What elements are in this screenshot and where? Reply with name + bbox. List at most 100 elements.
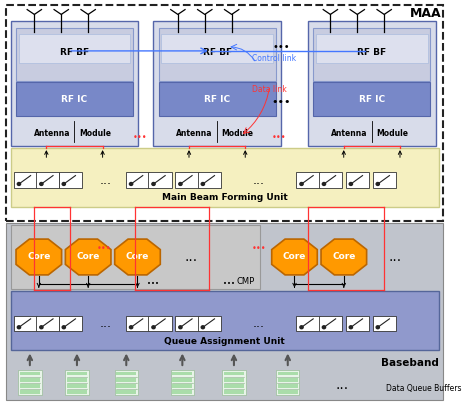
Text: •••: ••• <box>272 133 286 143</box>
FancyBboxPatch shape <box>278 390 298 394</box>
FancyBboxPatch shape <box>16 28 133 81</box>
Text: Data link: Data link <box>252 85 287 94</box>
FancyBboxPatch shape <box>126 316 149 331</box>
FancyBboxPatch shape <box>198 173 221 188</box>
FancyBboxPatch shape <box>117 378 136 382</box>
Text: Module: Module <box>79 129 111 138</box>
Circle shape <box>349 326 353 329</box>
FancyBboxPatch shape <box>313 82 430 116</box>
FancyBboxPatch shape <box>16 82 133 116</box>
FancyBboxPatch shape <box>296 173 319 188</box>
FancyBboxPatch shape <box>10 21 138 146</box>
Text: Core: Core <box>27 252 51 262</box>
FancyBboxPatch shape <box>224 378 244 382</box>
Circle shape <box>129 183 133 185</box>
Text: RF IC: RF IC <box>62 95 88 104</box>
FancyBboxPatch shape <box>153 21 281 146</box>
Text: RF BF: RF BF <box>60 47 89 57</box>
FancyBboxPatch shape <box>346 173 369 188</box>
FancyBboxPatch shape <box>316 34 428 62</box>
FancyBboxPatch shape <box>319 316 342 331</box>
FancyBboxPatch shape <box>36 173 59 188</box>
Text: MAA: MAA <box>410 7 441 20</box>
Circle shape <box>62 183 65 185</box>
FancyBboxPatch shape <box>276 371 300 395</box>
Circle shape <box>18 183 20 185</box>
Circle shape <box>322 183 326 185</box>
Text: •••: ••• <box>223 281 236 287</box>
Text: •••: ••• <box>271 97 291 107</box>
Text: ...: ... <box>185 250 198 264</box>
Text: ...: ... <box>335 378 348 392</box>
FancyBboxPatch shape <box>67 378 87 382</box>
FancyBboxPatch shape <box>198 316 221 331</box>
Circle shape <box>129 326 133 329</box>
FancyBboxPatch shape <box>6 5 443 221</box>
FancyBboxPatch shape <box>224 372 244 375</box>
Polygon shape <box>16 239 62 275</box>
Text: Core: Core <box>283 252 306 262</box>
Circle shape <box>62 326 65 329</box>
FancyBboxPatch shape <box>148 173 172 188</box>
Circle shape <box>300 326 303 329</box>
FancyBboxPatch shape <box>175 173 199 188</box>
FancyBboxPatch shape <box>10 291 439 350</box>
Circle shape <box>40 326 43 329</box>
Text: ...: ... <box>253 317 264 330</box>
Text: ...: ... <box>100 317 112 330</box>
Text: Queue Assignment Unit: Queue Assignment Unit <box>164 337 285 346</box>
Polygon shape <box>272 239 317 275</box>
FancyBboxPatch shape <box>117 372 136 375</box>
FancyBboxPatch shape <box>20 384 40 388</box>
FancyBboxPatch shape <box>14 173 37 188</box>
Text: RF IC: RF IC <box>359 95 385 104</box>
Polygon shape <box>115 239 160 275</box>
FancyBboxPatch shape <box>117 390 136 394</box>
FancyBboxPatch shape <box>14 316 37 331</box>
Text: •••: ••• <box>147 281 159 287</box>
FancyBboxPatch shape <box>319 173 342 188</box>
Text: Module: Module <box>376 129 408 138</box>
Polygon shape <box>321 239 366 275</box>
FancyBboxPatch shape <box>278 384 298 388</box>
FancyBboxPatch shape <box>161 34 273 62</box>
Text: •••: ••• <box>132 133 147 143</box>
Circle shape <box>376 326 379 329</box>
Circle shape <box>40 183 43 185</box>
FancyBboxPatch shape <box>173 384 192 388</box>
FancyBboxPatch shape <box>18 34 130 62</box>
Text: Data Queue Buffers: Data Queue Buffers <box>386 384 462 393</box>
Text: Control link: Control link <box>252 54 296 63</box>
FancyBboxPatch shape <box>126 173 149 188</box>
Text: Core: Core <box>332 252 356 262</box>
Text: Baseband: Baseband <box>381 358 439 368</box>
Text: RF IC: RF IC <box>204 95 230 104</box>
FancyBboxPatch shape <box>10 148 439 207</box>
Circle shape <box>18 326 20 329</box>
Text: CMP: CMP <box>237 277 255 286</box>
FancyBboxPatch shape <box>159 82 276 116</box>
FancyBboxPatch shape <box>18 371 42 395</box>
Circle shape <box>322 326 326 329</box>
Circle shape <box>201 183 204 185</box>
Text: RF BF: RF BF <box>357 47 386 57</box>
Text: ...: ... <box>253 174 264 187</box>
FancyBboxPatch shape <box>313 28 430 81</box>
FancyBboxPatch shape <box>59 316 82 331</box>
Text: Antenna: Antenna <box>176 129 213 138</box>
Circle shape <box>300 183 303 185</box>
FancyBboxPatch shape <box>224 390 244 394</box>
FancyBboxPatch shape <box>373 173 396 188</box>
FancyBboxPatch shape <box>67 384 87 388</box>
FancyBboxPatch shape <box>296 316 319 331</box>
Text: Antenna: Antenna <box>34 129 70 138</box>
Text: Main Beam Forming Unit: Main Beam Forming Unit <box>162 194 288 202</box>
Text: Module: Module <box>222 129 254 138</box>
Circle shape <box>152 326 155 329</box>
Text: Core: Core <box>76 252 100 262</box>
FancyBboxPatch shape <box>115 371 138 395</box>
Text: •••: ••• <box>97 244 111 254</box>
Text: Core: Core <box>126 252 149 262</box>
Text: Antenna: Antenna <box>331 129 367 138</box>
FancyBboxPatch shape <box>20 378 40 382</box>
